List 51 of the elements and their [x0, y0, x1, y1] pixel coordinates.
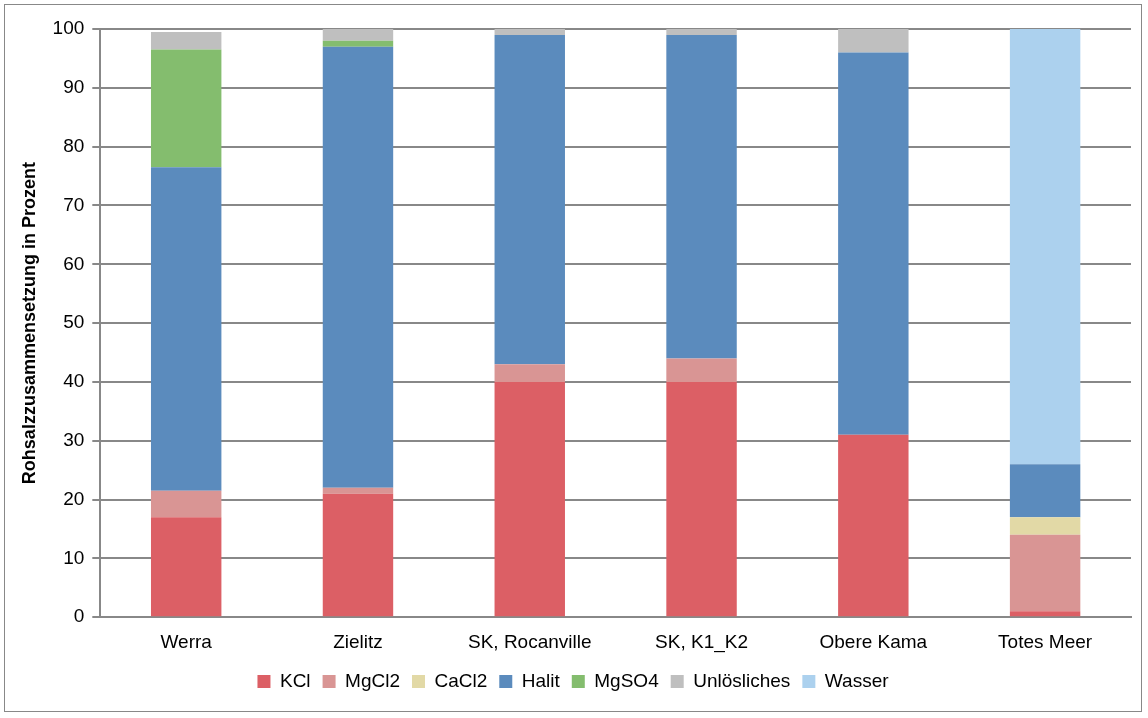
bar: [494, 364, 565, 382]
legend-label: MgCl2: [345, 669, 400, 691]
bar: [322, 29, 394, 41]
bar: [150, 517, 222, 617]
bar: [322, 487, 394, 494]
x-tick-label: Werra: [160, 630, 213, 652]
y-tick-label: 10: [63, 546, 85, 568]
bar: [838, 434, 909, 617]
y-tick-label: 60: [63, 252, 85, 274]
y-tick-label: 50: [63, 311, 85, 333]
y-tick-label: 70: [63, 193, 85, 215]
y-tick-label: 30: [63, 428, 85, 450]
bar: [666, 381, 737, 617]
bar: [666, 358, 737, 382]
bar: [494, 34, 565, 365]
y-tick-label: 100: [52, 17, 85, 39]
x-tick-label: Zielitz: [333, 630, 383, 652]
bar: [494, 381, 565, 617]
bar: [322, 46, 394, 488]
y-tick-label: 90: [63, 76, 85, 98]
y-tick-label: 40: [63, 370, 85, 392]
y-tick-label: 80: [63, 134, 85, 156]
x-tick-label: SK, Rocanville: [467, 630, 592, 652]
bar: [1009, 517, 1081, 535]
bar: [150, 167, 222, 491]
x-tick-label: Totes Meer: [998, 630, 1093, 652]
bar: [666, 29, 737, 35]
bar: [1009, 464, 1081, 518]
legend-label: KCl: [279, 669, 311, 691]
x-tick-label: Obere Kama: [819, 630, 928, 652]
bar: [322, 493, 394, 617]
y-tick-label: 20: [63, 487, 85, 509]
legend-label: CaCl2: [434, 669, 488, 691]
bar: [1009, 611, 1081, 617]
bar: [838, 52, 909, 435]
bar: [494, 29, 565, 35]
bar: [838, 29, 909, 53]
legend-label: Halit: [521, 669, 561, 691]
x-tick-label: SK, K1_K2: [655, 630, 749, 653]
y-axis-title: Rohsalzzusammensetzung in Prozent: [18, 162, 39, 485]
y-tick-label: 0: [73, 605, 85, 627]
bar: [150, 490, 222, 518]
bar: [150, 49, 222, 168]
bar: [1009, 534, 1081, 612]
legend-label: Unlösliches: [693, 669, 791, 691]
bar: [1009, 29, 1081, 465]
bar: [322, 40, 394, 47]
bar: [150, 31, 222, 50]
legend-label: MgSO4: [594, 669, 660, 691]
legend-label: Wasser: [824, 669, 890, 691]
bar: [666, 34, 737, 359]
